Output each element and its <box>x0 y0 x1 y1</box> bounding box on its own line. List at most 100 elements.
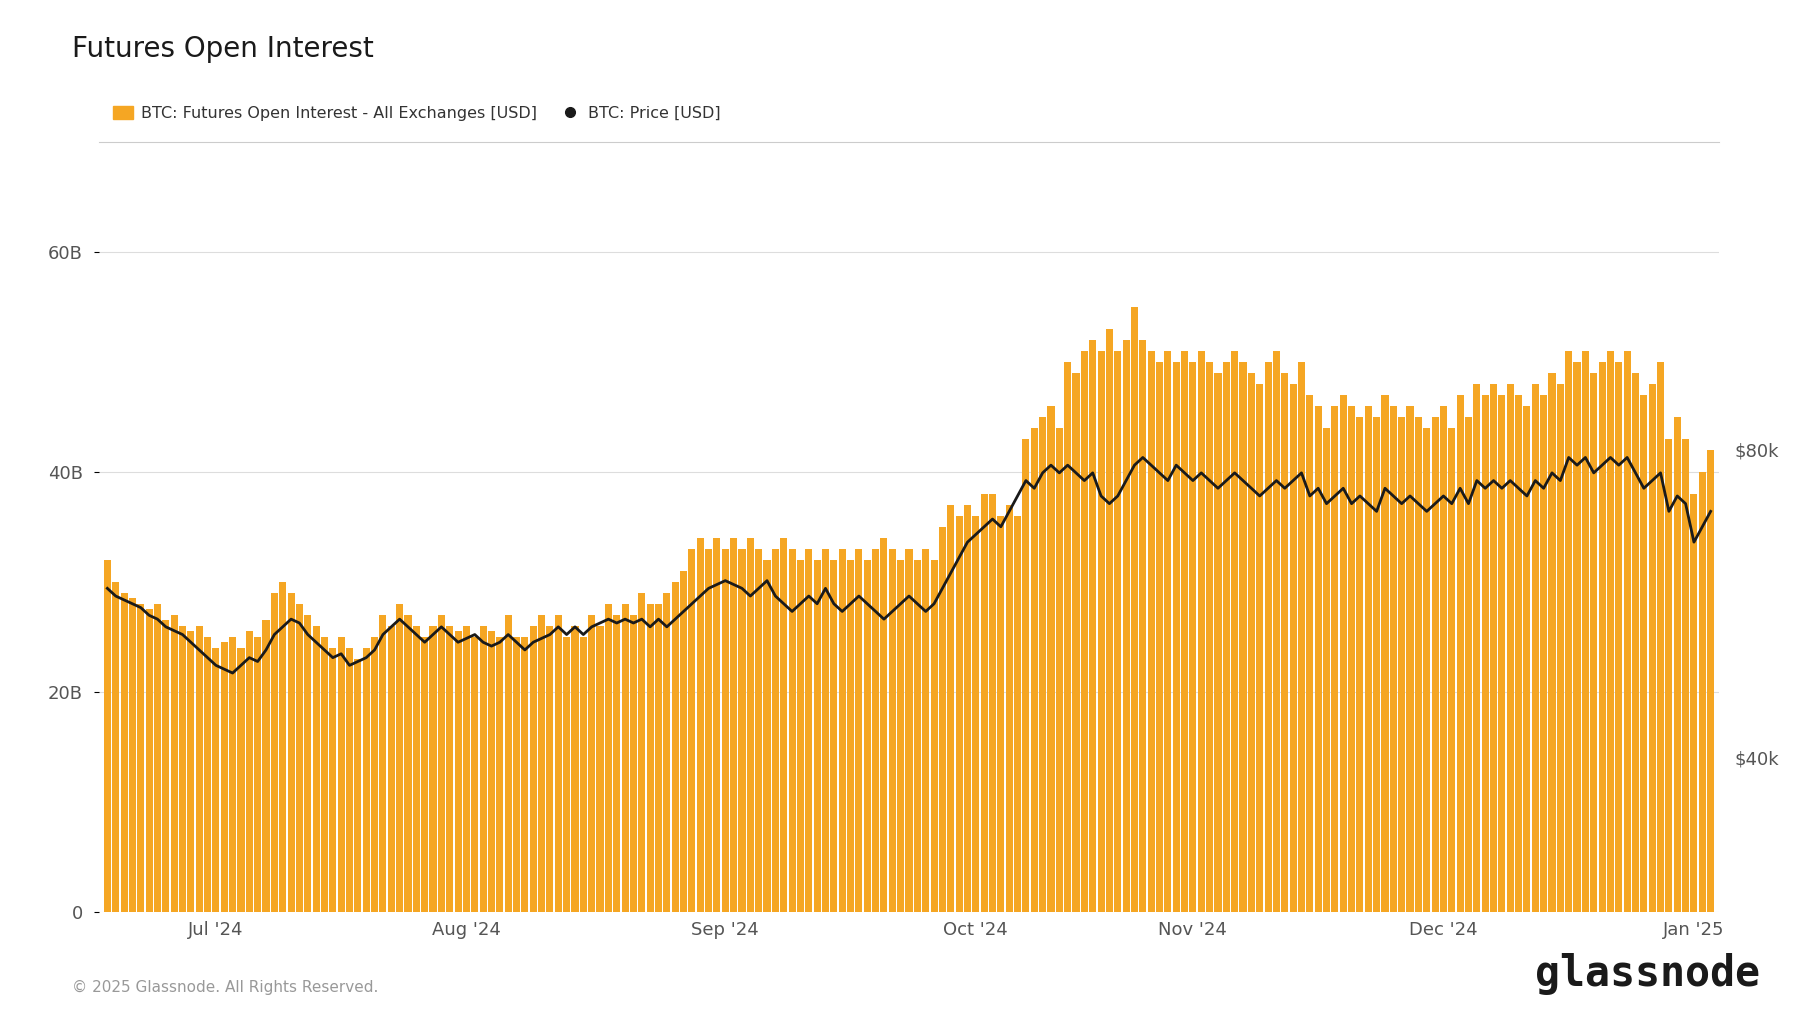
Bar <box>1240 362 1247 912</box>
Bar <box>1640 395 1647 912</box>
Bar <box>1048 406 1055 912</box>
Bar <box>463 626 470 912</box>
Bar <box>1165 350 1172 912</box>
Bar <box>788 549 796 912</box>
Bar <box>1332 406 1339 912</box>
Bar <box>247 631 252 912</box>
Bar <box>196 626 203 912</box>
Bar <box>747 538 754 912</box>
Bar <box>1123 339 1130 912</box>
Bar <box>1541 395 1548 912</box>
Bar <box>121 593 128 912</box>
Bar <box>529 626 536 912</box>
Bar <box>1339 395 1346 912</box>
Bar <box>547 626 553 912</box>
Bar <box>295 604 302 912</box>
Bar <box>571 626 578 912</box>
Bar <box>1658 362 1663 912</box>
Bar <box>313 626 320 912</box>
Bar <box>1307 395 1314 912</box>
Bar <box>864 560 871 912</box>
Bar <box>1105 329 1112 912</box>
Bar <box>171 615 178 912</box>
Bar <box>639 593 646 912</box>
Bar <box>896 560 904 912</box>
Bar <box>1449 427 1456 912</box>
Bar <box>104 560 112 912</box>
Bar <box>1481 395 1489 912</box>
Bar <box>1706 450 1714 912</box>
Bar <box>1080 350 1087 912</box>
Bar <box>504 615 511 912</box>
Bar <box>706 549 713 912</box>
Bar <box>1381 395 1388 912</box>
Bar <box>1206 362 1213 912</box>
Bar <box>596 626 603 912</box>
Bar <box>187 631 194 912</box>
Bar <box>1222 362 1229 912</box>
Bar <box>1607 350 1615 912</box>
Bar <box>329 647 337 912</box>
Bar <box>263 620 270 912</box>
Bar <box>1472 384 1480 912</box>
Bar <box>1507 384 1514 912</box>
Bar <box>1231 350 1238 912</box>
Bar <box>421 637 428 912</box>
Bar <box>203 637 211 912</box>
Bar <box>1699 472 1706 912</box>
Bar <box>446 626 454 912</box>
Bar <box>522 637 529 912</box>
Bar <box>380 615 387 912</box>
Bar <box>713 538 720 912</box>
Bar <box>1624 350 1631 912</box>
Bar <box>756 549 761 912</box>
Bar <box>914 560 922 912</box>
Bar <box>1006 504 1013 912</box>
Bar <box>1148 350 1156 912</box>
Bar <box>580 637 587 912</box>
Bar <box>839 549 846 912</box>
Bar <box>772 549 779 912</box>
Bar <box>871 549 878 912</box>
Bar <box>1440 406 1447 912</box>
Bar <box>1431 416 1438 912</box>
Bar <box>1130 307 1138 912</box>
Bar <box>763 560 770 912</box>
Bar <box>1399 416 1406 912</box>
Bar <box>1456 395 1463 912</box>
Bar <box>931 560 938 912</box>
Bar <box>1181 350 1188 912</box>
Bar <box>779 538 787 912</box>
Bar <box>320 637 328 912</box>
Bar <box>455 631 461 912</box>
Bar <box>1089 339 1096 912</box>
Bar <box>346 647 353 912</box>
Bar <box>940 527 947 912</box>
Bar <box>1256 384 1264 912</box>
Bar <box>738 549 745 912</box>
Bar <box>1598 362 1606 912</box>
Bar <box>889 549 896 912</box>
Bar <box>288 593 295 912</box>
Bar <box>1424 427 1431 912</box>
Bar <box>412 626 419 912</box>
Bar <box>396 604 403 912</box>
Bar <box>680 570 688 912</box>
Bar <box>212 647 220 912</box>
Bar <box>1172 362 1179 912</box>
Bar <box>956 516 963 912</box>
Bar <box>1215 373 1222 912</box>
Bar <box>1247 373 1255 912</box>
Bar <box>880 538 887 912</box>
Bar <box>697 538 704 912</box>
Bar <box>405 615 412 912</box>
Bar <box>146 609 153 912</box>
Bar <box>1013 516 1021 912</box>
Bar <box>997 516 1004 912</box>
Bar <box>355 658 362 912</box>
Bar <box>662 593 670 912</box>
Bar <box>1314 406 1321 912</box>
Bar <box>1589 373 1597 912</box>
Bar <box>1498 395 1505 912</box>
Bar <box>1265 362 1271 912</box>
